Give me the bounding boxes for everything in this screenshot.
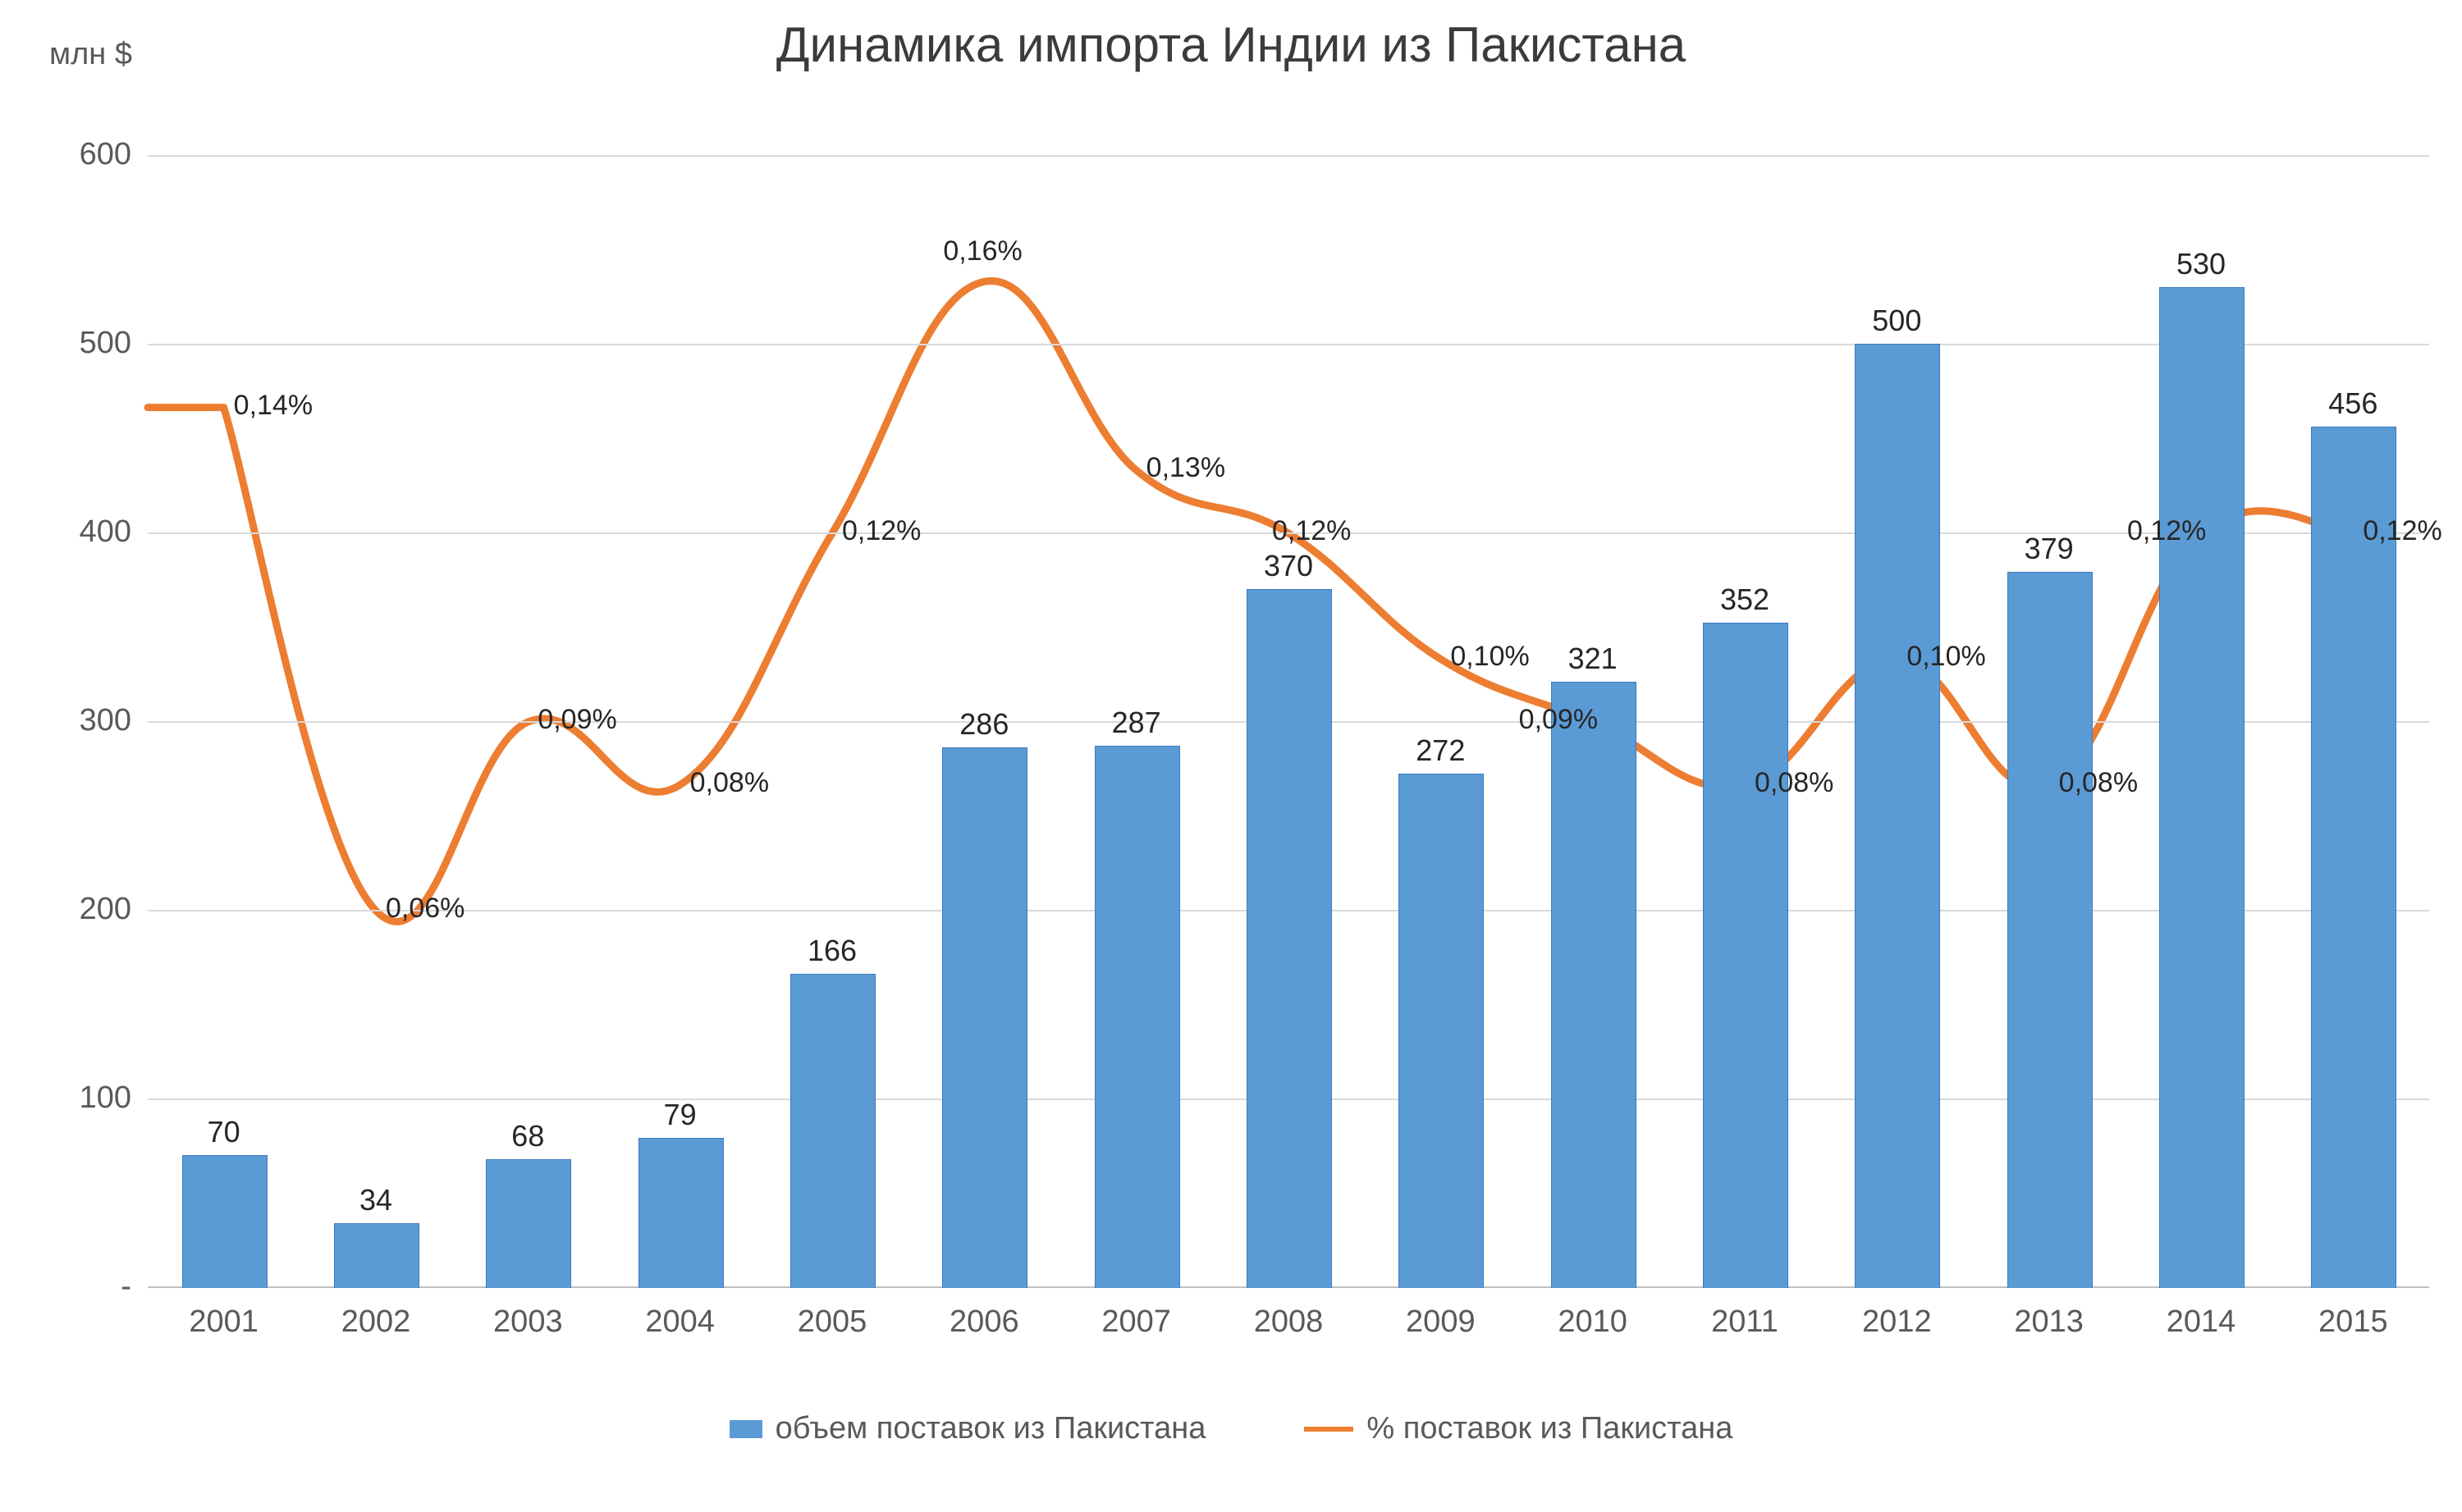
- legend-swatch-bar: [730, 1420, 762, 1438]
- bar: [1398, 774, 1484, 1288]
- line-value-label: 0,10%: [1450, 641, 1529, 673]
- bar-value-label: 286: [908, 707, 1060, 742]
- y-tick-label: 500: [16, 326, 131, 361]
- bar-value-label: 166: [756, 934, 908, 968]
- legend-label-bar: объем поставок из Пакистана: [776, 1411, 1206, 1446]
- bar-value-label: 352: [1668, 582, 1820, 617]
- bar: [1551, 682, 1636, 1288]
- bar: [2311, 427, 2396, 1288]
- bar-value-label: 370: [1212, 549, 1364, 583]
- bar: [1095, 746, 1180, 1288]
- line-value-label: 0,14%: [234, 390, 313, 422]
- bar: [2007, 572, 2093, 1288]
- plot-area: 70346879 166 286287 370 272 321352 500 379 530 45…: [148, 156, 2429, 1288]
- bar: [942, 747, 1027, 1288]
- y-tick-label: -: [16, 1269, 131, 1304]
- x-tick-label: 2013: [1973, 1304, 2125, 1340]
- bar: [2159, 287, 2245, 1288]
- bar: [638, 1138, 724, 1288]
- x-tick-label: 2004: [604, 1304, 756, 1340]
- x-tick-label: 2014: [2125, 1304, 2277, 1340]
- y-tick-label: 200: [16, 892, 131, 927]
- line-value-label: 0,12%: [1272, 515, 1351, 547]
- y-tick-label: 400: [16, 514, 131, 550]
- line-value-label: 0,13%: [1146, 452, 1225, 484]
- bar: [182, 1155, 268, 1288]
- x-tick-label: 2008: [1212, 1304, 1364, 1340]
- bar: [486, 1159, 571, 1288]
- chart-title: Динамика импорта Индии из Пакистана: [0, 16, 2462, 73]
- x-tick-label: 2001: [148, 1304, 300, 1340]
- x-tick-label: 2006: [908, 1304, 1060, 1340]
- bar-value-label: 34: [300, 1183, 451, 1217]
- x-tick-label: 2010: [1517, 1304, 1668, 1340]
- y-tick-label: 300: [16, 703, 131, 738]
- bar-value-label: 70: [148, 1115, 300, 1149]
- legend: объем поставок из Пакистана % поставок и…: [0, 1411, 2462, 1446]
- bar-value-label: 272: [1365, 733, 1517, 768]
- legend-swatch-line: [1304, 1427, 1353, 1432]
- bar-value-label: 456: [2277, 386, 2429, 421]
- x-tick-label: 2012: [1821, 1304, 1973, 1340]
- legend-item-line: % поставок из Пакистана: [1304, 1411, 1732, 1446]
- x-tick-label: 2003: [452, 1304, 604, 1340]
- gridline: [148, 344, 2429, 345]
- x-tick-label: 2009: [1365, 1304, 1517, 1340]
- legend-label-line: % поставок из Пакистана: [1366, 1411, 1732, 1446]
- bar: [334, 1223, 419, 1288]
- bar-value-label: 321: [1517, 642, 1668, 676]
- line-value-label: 0,12%: [842, 515, 921, 547]
- bar-value-label: 500: [1821, 304, 1973, 338]
- x-tick-label: 2011: [1668, 1304, 1820, 1340]
- line-value-label: 0,08%: [1755, 767, 1833, 799]
- line-value-label: 0,08%: [690, 767, 769, 799]
- line-value-label: 0,10%: [1906, 641, 1985, 673]
- line-value-label: 0,16%: [943, 235, 1022, 267]
- line-value-label: 0,06%: [386, 893, 464, 925]
- line-value-label: 0,09%: [538, 704, 616, 736]
- x-tick-label: 2007: [1060, 1304, 1212, 1340]
- y-tick-label: 100: [16, 1080, 131, 1116]
- gridline: [148, 155, 2429, 157]
- line-value-label: 0,08%: [2059, 767, 2138, 799]
- chart-container: млн $ Динамика импорта Индии из Пакистан…: [0, 0, 2462, 1512]
- bar: [1703, 623, 1788, 1288]
- bar: [1855, 344, 1940, 1288]
- legend-item-bar: объем поставок из Пакистана: [730, 1411, 1206, 1446]
- line-value-label: 0,09%: [1519, 704, 1598, 736]
- line-value-label: 0,12%: [2127, 515, 2206, 547]
- x-tick-label: 2002: [300, 1304, 451, 1340]
- bar: [790, 974, 876, 1288]
- line-value-label: 0,12%: [2363, 515, 2441, 547]
- bar-value-label: 287: [1060, 706, 1212, 740]
- bar-value-label: 68: [452, 1119, 604, 1153]
- x-tick-label: 2005: [756, 1304, 908, 1340]
- bar-value-label: 379: [1973, 532, 2125, 566]
- bar-value-label: 530: [2125, 247, 2277, 281]
- bar: [1247, 589, 1332, 1288]
- y-tick-label: 600: [16, 137, 131, 172]
- bar-value-label: 79: [604, 1098, 756, 1132]
- x-tick-label: 2015: [2277, 1304, 2429, 1340]
